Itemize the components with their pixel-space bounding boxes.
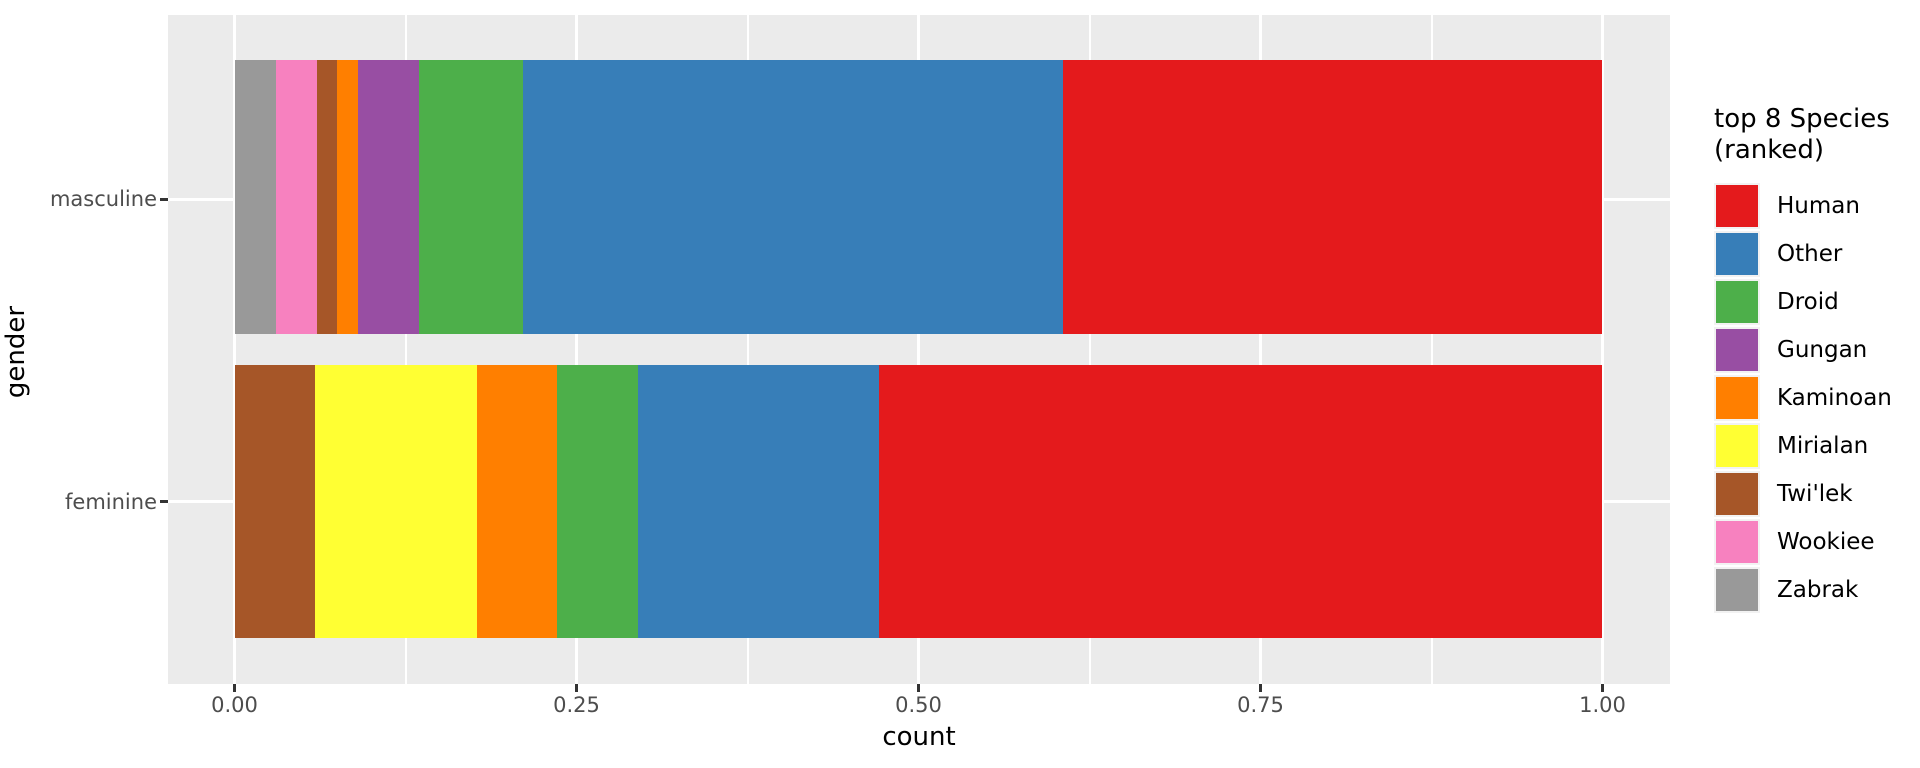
legend-key-swatch (1714, 231, 1760, 277)
legend-item-other: Other (1714, 231, 1914, 277)
legend-item-human: Human (1714, 183, 1914, 229)
legend: top 8 Species (ranked) Human Other Droid Gu… (1714, 104, 1914, 615)
gridline-major (1601, 15, 1604, 684)
y-tick-mark (160, 500, 168, 503)
segment-masculine-twi-lek (316, 60, 338, 334)
y-axis-title: gender (1, 305, 31, 399)
gridline-minor (1088, 15, 1091, 684)
gridline-major (575, 15, 578, 684)
y-tick-label-feminine: feminine (65, 489, 157, 514)
segment-masculine-gungan (357, 60, 420, 334)
segment-feminine-kaminoan (476, 365, 558, 638)
legend-item-label: Kaminoan (1777, 385, 1892, 411)
x-axis-title: count (882, 722, 956, 752)
gridline-major (917, 15, 920, 684)
legend-key-swatch (1714, 279, 1760, 325)
legend-key-swatch (1714, 519, 1760, 565)
gridline-minor (404, 15, 407, 684)
segment-masculine-droid (419, 60, 524, 334)
legend-item-twi-lek: Twi'lek (1714, 471, 1914, 517)
legend-items: Human Other Droid Gungan Kaminoan Mirialan Twi… (1714, 183, 1914, 613)
x-tick-label: 0.50 (895, 693, 942, 717)
legend-item-mirialan: Mirialan (1714, 423, 1914, 469)
gridline-major (1259, 15, 1262, 684)
x-tick-label: 0.75 (1237, 693, 1284, 717)
legend-item-label: Mirialan (1777, 433, 1869, 459)
legend-item-label: Twi'lek (1777, 481, 1853, 507)
x-tick-mark (917, 684, 920, 692)
legend-item-droid: Droid (1714, 279, 1914, 325)
segment-feminine-twi-lek (234, 365, 316, 638)
bar-feminine (234, 365, 1603, 638)
segment-feminine-droid (557, 365, 639, 638)
legend-item-label: Zabrak (1777, 577, 1859, 603)
gridline-minor (746, 15, 749, 684)
plot-panel (168, 15, 1670, 684)
legend-key-swatch (1714, 183, 1760, 229)
legend-item-label: Wookiee (1777, 529, 1875, 555)
legend-item-label: Droid (1777, 289, 1839, 315)
legend-item-label: Other (1777, 241, 1843, 267)
legend-item-label: Human (1777, 193, 1860, 219)
legend-item-gungan: Gungan (1714, 327, 1914, 373)
segment-masculine-zabrak (234, 60, 276, 334)
y-tick-label-masculine: masculine (49, 187, 157, 211)
legend-title: top 8 Species (ranked) (1714, 104, 1890, 165)
y-tick-mark (160, 197, 168, 201)
legend-key-swatch (1714, 423, 1760, 469)
x-tick-label: 0.25 (553, 693, 600, 717)
legend-key-swatch (1714, 375, 1760, 421)
legend-item-kaminoan: Kaminoan (1714, 375, 1914, 421)
segment-masculine-human (1062, 60, 1603, 334)
legend-item-wookiee: Wookiee (1714, 519, 1914, 565)
x-tick-mark (1259, 684, 1262, 692)
x-tick-label: 0.00 (211, 693, 258, 717)
gridline-minor (1430, 15, 1433, 684)
x-tick-mark (1601, 684, 1604, 692)
legend-key-swatch (1714, 327, 1760, 373)
x-tick-mark (575, 684, 578, 692)
segment-feminine-mirialan (315, 365, 477, 638)
legend-key-swatch (1714, 567, 1760, 613)
segment-masculine-other (523, 60, 1063, 334)
segment-masculine-wookiee (275, 60, 317, 334)
x-tick-label: 1.00 (1579, 693, 1626, 717)
segment-masculine-kaminoan (337, 60, 358, 334)
legend-key-swatch (1714, 471, 1760, 517)
legend-item-label: Gungan (1777, 337, 1868, 363)
segment-feminine-human (878, 365, 1603, 638)
segment-feminine-other (638, 365, 879, 638)
gridline-major (233, 15, 236, 684)
bar-masculine (234, 60, 1603, 334)
x-tick-mark (233, 684, 236, 692)
legend-item-zabrak: Zabrak (1714, 567, 1914, 613)
